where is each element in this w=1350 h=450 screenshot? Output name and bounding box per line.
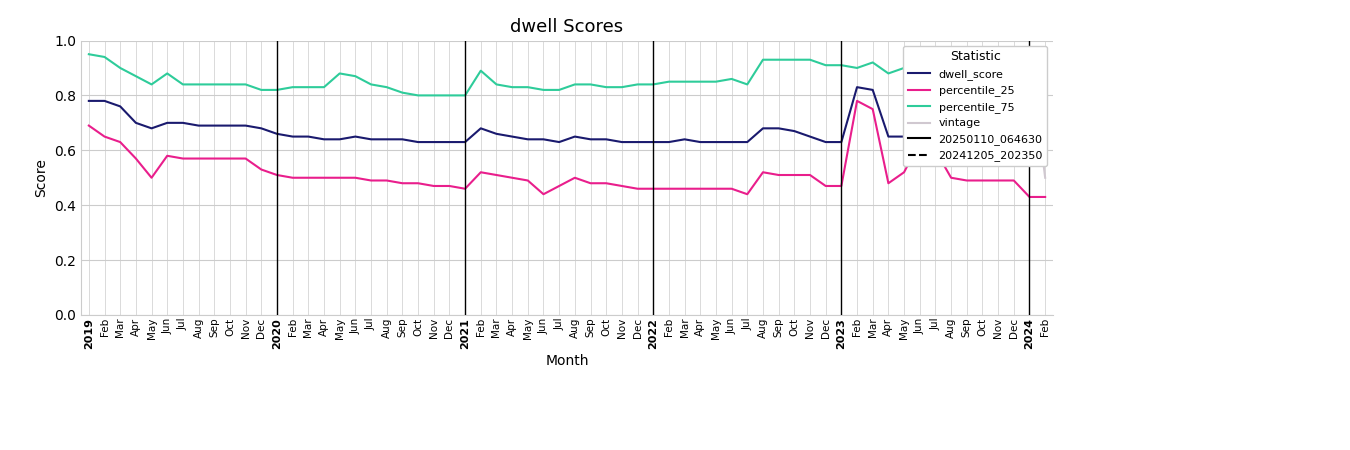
percentile_25 <box>269 172 285 178</box>
percentile_75 <box>410 93 427 98</box>
dwell_score <box>944 134 960 140</box>
Line: percentile_75: percentile_75 <box>89 54 1045 95</box>
percentile_25 <box>660 186 676 191</box>
percentile_75 <box>159 71 176 76</box>
dwell_score <box>332 137 348 142</box>
percentile_25 <box>81 123 97 128</box>
Line: vintage: vintage <box>1030 49 1045 178</box>
percentile_25 <box>849 98 865 104</box>
vintage <box>1037 175 1053 180</box>
percentile_25 <box>159 153 176 158</box>
percentile_75 <box>1037 65 1053 71</box>
Legend: dwell_score, percentile_25, percentile_75, vintage, 20250110_064630, 20241205_20: dwell_score, percentile_25, percentile_7… <box>903 46 1048 166</box>
Title: dwell Scores: dwell Scores <box>510 18 624 36</box>
vintage <box>1022 46 1038 51</box>
Line: dwell_score: dwell_score <box>89 87 1045 142</box>
dwell_score <box>81 98 97 104</box>
dwell_score <box>410 140 427 145</box>
percentile_75 <box>332 71 348 76</box>
percentile_25 <box>1022 194 1038 200</box>
Y-axis label: Score: Score <box>35 158 49 197</box>
X-axis label: Month: Month <box>545 354 589 369</box>
percentile_75 <box>81 52 97 57</box>
dwell_score <box>676 137 693 142</box>
dwell_score <box>567 134 583 140</box>
dwell_score <box>849 85 865 90</box>
percentile_75 <box>676 79 693 85</box>
percentile_25 <box>927 148 944 153</box>
percentile_25 <box>551 183 567 189</box>
percentile_75 <box>567 82 583 87</box>
percentile_25 <box>1037 194 1053 200</box>
dwell_score <box>159 120 176 126</box>
Line: percentile_25: percentile_25 <box>89 101 1045 197</box>
dwell_score <box>269 131 285 136</box>
dwell_score <box>1037 134 1053 140</box>
percentile_75 <box>269 87 285 93</box>
percentile_75 <box>927 65 944 71</box>
percentile_25 <box>332 175 348 180</box>
